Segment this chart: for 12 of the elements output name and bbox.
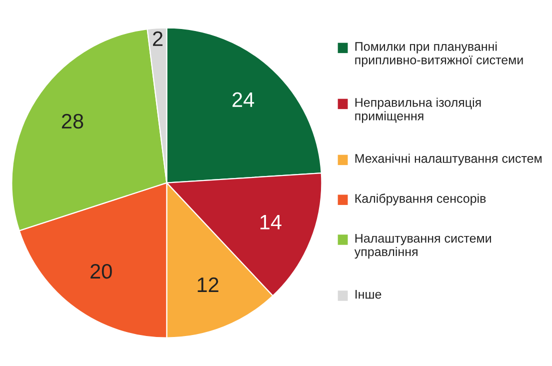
legend-label: Неправильна ізоляція приміщення <box>355 98 481 123</box>
data-label: 12 <box>198 277 218 292</box>
data-label: 28 <box>62 114 84 129</box>
legend-label: Інше <box>356 290 382 299</box>
legend-label: Налаштування системи управління <box>354 234 491 259</box>
data-label: 20 <box>90 264 112 279</box>
legend-label: Калібрування сенсорів <box>355 194 486 206</box>
legend-label: Помилки при плануванні припливно-витяжної системи <box>355 42 523 67</box>
data-label: 2 <box>153 31 162 46</box>
data-label: 24 <box>232 92 254 107</box>
data-label: 14 <box>260 214 282 230</box>
legend-label: Механічні налаштування систем <box>355 154 542 166</box>
